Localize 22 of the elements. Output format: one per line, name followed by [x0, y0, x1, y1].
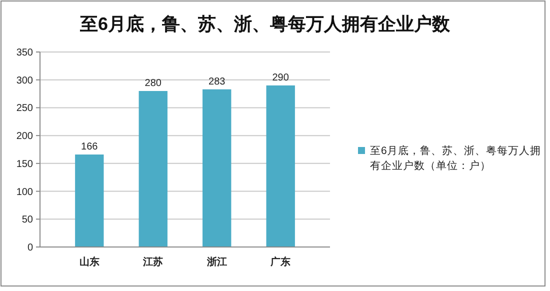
x-tick-label: 浙江 [206, 256, 227, 268]
x-tick-label: 山东 [79, 256, 100, 268]
y-tick-label: 300 [16, 75, 34, 86]
data-label: 290 [272, 72, 290, 84]
bar [202, 89, 232, 247]
x-tick-label: 江苏 [142, 256, 164, 268]
data-label: 166 [81, 142, 98, 153]
y-tick-label: 250 [16, 103, 34, 114]
y-tick-label: 100 [16, 186, 34, 198]
data-label: 283 [208, 76, 226, 88]
y-tick-label: 350 [16, 48, 34, 58]
chart-title: 至6月底，鲁、苏、浙、粤每万人拥有企业户数 [78, 14, 452, 34]
y-tick-label: 150 [16, 158, 34, 170]
x-tick-label: 广东 [270, 256, 291, 268]
y-tick-label: 200 [16, 131, 34, 142]
bar [266, 85, 295, 247]
bar [138, 91, 168, 247]
y-tick-label: 50 [22, 214, 34, 226]
bar [75, 154, 104, 247]
legend-label: 至6月底，鲁、苏、浙、粤每万人拥有企业户数（单位：户） [370, 144, 541, 172]
data-label: 280 [144, 78, 162, 89]
y-tick-label: 0 [27, 242, 34, 254]
